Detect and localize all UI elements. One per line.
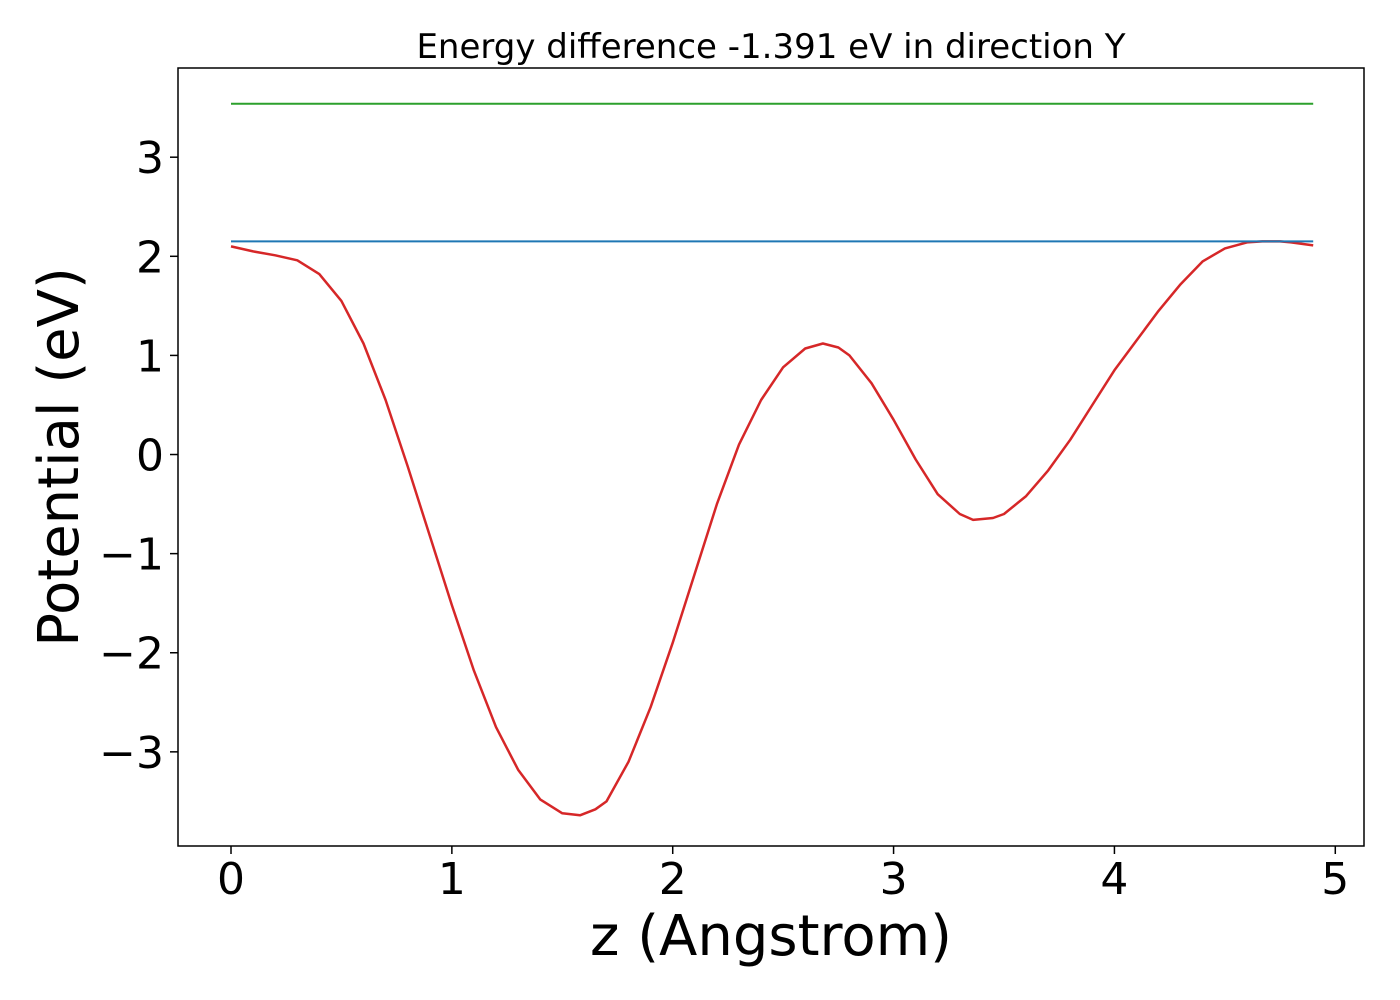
chart-title: Energy difference -1.391 eV in direction… [416,27,1125,67]
y-tick-label: 0 [136,431,164,482]
y-tick-label: 1 [136,331,164,382]
x-tick-label: 3 [880,854,908,905]
x-tick-label: 1 [438,854,466,905]
series-layer [230,102,1314,817]
y-axis-ticks: −3 −2 −1 0 1 2 3 [99,133,178,779]
x-tick-label: 4 [1100,854,1128,905]
y-tick-label: −1 [99,530,164,581]
y-tick-label: 3 [136,133,164,184]
y-tick-label: −2 [99,629,164,680]
x-tick-label: 5 [1321,854,1349,905]
plot-frame [177,67,1365,847]
x-tick-label: 2 [659,854,687,905]
y-tick-label: 2 [136,232,164,283]
y-axis-title: Potential (eV) [27,267,92,647]
y-tick-label: −3 [99,728,164,779]
x-tick-label: 0 [217,854,245,905]
x-axis-title: z (Angstrom) [590,904,952,969]
x-axis-ticks: 0 1 2 3 4 5 [217,846,1349,905]
series-line-0 [230,240,1314,817]
